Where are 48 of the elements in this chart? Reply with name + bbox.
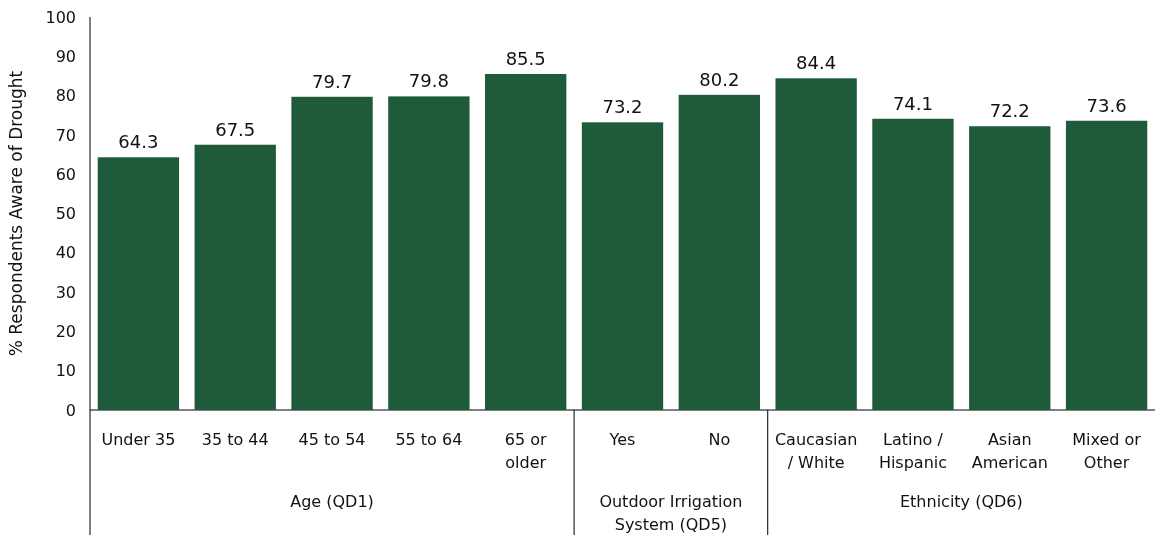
text: Age (QD1): [290, 492, 374, 511]
y-tick-label: 20: [55, 322, 76, 342]
bar: [388, 96, 470, 410]
bar: [291, 96, 373, 410]
text: Outdoor Irrigation System (QD5): [599, 492, 743, 534]
data-label: 73.6: [1086, 94, 1127, 116]
data-label: 74.1: [892, 92, 933, 114]
data-label: 79.7: [312, 70, 353, 92]
y-tick-label: 50: [55, 204, 76, 224]
x-tick-label: Caucasian / White: [774, 430, 858, 472]
data-label: 72.2: [989, 100, 1030, 122]
y-tick-label: 100: [45, 7, 76, 27]
bar: [97, 157, 180, 410]
y-tick-label: 70: [55, 125, 76, 145]
data-label: 85.5: [505, 47, 546, 69]
text: Ethnicity (QD6): [899, 492, 1023, 511]
x-tick-label: Under 35: [101, 430, 176, 449]
bar: [581, 122, 664, 410]
y-tick-label: 30: [55, 282, 76, 302]
x-tick-label: 65 or older: [504, 430, 548, 472]
data-label: 73.2: [602, 96, 643, 118]
data-label: 84.4: [796, 52, 837, 74]
y-axis-title: % Respondents Aware of Drought: [6, 70, 26, 357]
y-tick-label: 90: [55, 46, 76, 66]
y-tick-label: 60: [55, 164, 76, 184]
bar: [969, 126, 1051, 410]
bar: [678, 94, 760, 410]
x-tick-label: Mixed or Other: [1072, 430, 1142, 472]
data-label: 79.8: [408, 70, 449, 92]
y-tick-label: 10: [55, 361, 76, 381]
x-tick-label: Latino / Hispanic: [878, 430, 948, 472]
x-tick-label: No: [708, 430, 731, 449]
data-label: 80.2: [699, 68, 740, 90]
bar: [1065, 120, 1148, 410]
bar: [872, 118, 954, 410]
bar: [485, 73, 567, 410]
x-tick-label: 35 to 44: [201, 430, 269, 449]
bar: [194, 144, 276, 410]
x-tick-label: 55 to 64: [395, 430, 463, 449]
x-tick-label: 45 to 54: [298, 430, 366, 449]
y-tick-label: 0: [65, 400, 76, 420]
bar: [775, 78, 857, 410]
x-tick-label: Asian American: [971, 430, 1048, 472]
x-tick-label: Yes: [608, 430, 636, 449]
y-tick-label: 80: [55, 86, 76, 106]
data-label: 67.5: [215, 118, 256, 140]
y-tick-label: 40: [55, 243, 76, 263]
data-label: 64.3: [118, 131, 159, 153]
